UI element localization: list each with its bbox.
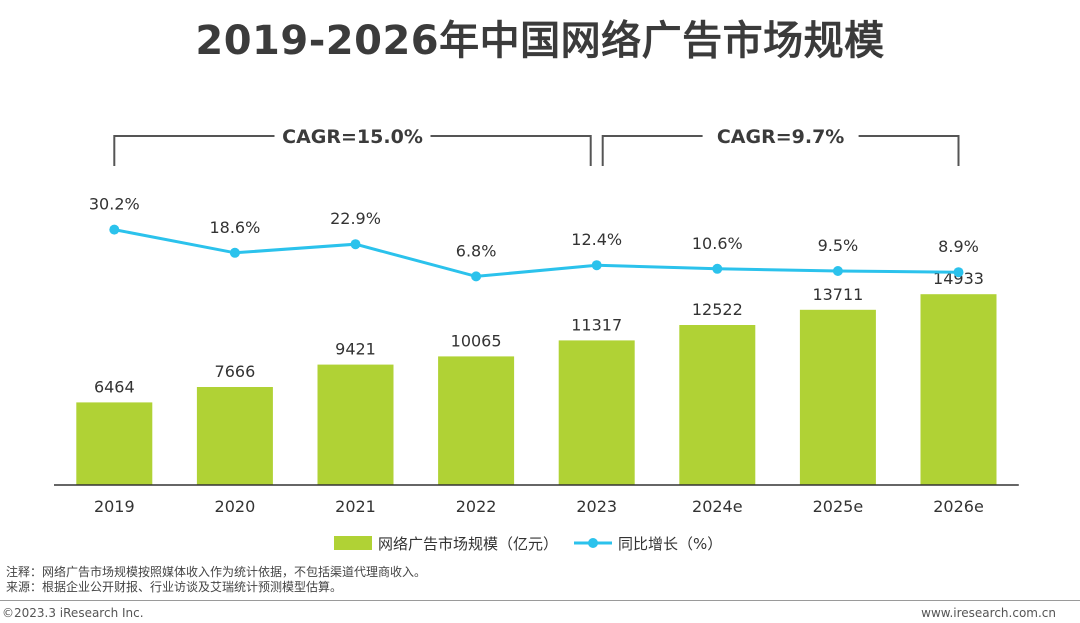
growth-value-label: 30.2%	[89, 195, 140, 214]
growth-point-2019	[109, 224, 120, 235]
growth-point-2020	[229, 247, 240, 258]
growth-value-label: 10.6%	[692, 234, 743, 253]
bar-value-label: 9421	[335, 340, 376, 359]
chart-title: 2019-2026年中国网络广告市场规模	[195, 18, 885, 64]
cagr-label: CAGR=9.7%	[717, 126, 845, 148]
legend-bar-swatch	[334, 536, 372, 550]
chart-source: 来源：根据企业公开财报、行业访谈及艾瑞统计预测模型估算。	[6, 580, 343, 594]
x-tick-label: 2022	[456, 497, 497, 516]
bar-2021	[317, 364, 394, 485]
growth-line	[114, 228, 959, 278]
x-tick-label: 2023	[576, 497, 617, 516]
growth-point-2024e	[712, 263, 723, 274]
cagr-bracket	[113, 135, 592, 166]
bar-2019	[76, 402, 153, 485]
bar-2023	[558, 340, 635, 485]
bar-2020	[196, 387, 273, 485]
chart: CAGR=15.0% CAGR=9.7% 6464 7666 9421 10065 113…	[54, 126, 1019, 553]
growth-value-label: 18.6%	[209, 218, 260, 237]
growth-value-label: 8.9%	[938, 237, 979, 256]
growth-point-2023	[591, 260, 602, 271]
footer-website: www.iresearch.com.cn	[921, 606, 1056, 620]
growth-point-2025e	[832, 266, 843, 276]
cagr-label: CAGR=15.0%	[282, 126, 423, 148]
growth-point-2022	[471, 271, 482, 282]
footer-divider	[0, 600, 1080, 601]
cagr-brackets: CAGR=15.0% CAGR=9.7%	[113, 126, 960, 166]
bar-value-label: 6464	[94, 377, 135, 396]
bar-value-label: 7666	[215, 362, 256, 381]
legend-line-marker	[588, 538, 598, 548]
bar-value-label: 13711	[812, 285, 863, 304]
x-tick-label: 2024e	[692, 497, 743, 516]
chart-note: 注释：网络广告市场规模按照媒体收入作为统计依据，不包括渠道代理商收入。	[6, 565, 427, 579]
x-tick-label: 2025e	[813, 497, 864, 516]
x-tick-label: 2026e	[933, 497, 984, 516]
footer-copyright: ©2023.3 iResearch Inc.	[2, 606, 144, 620]
growth-value-label: 6.8%	[456, 241, 497, 260]
legend: 网络广告市场规模（亿元） 同比增长（%）	[334, 535, 722, 553]
growth-value-label: 22.9%	[330, 209, 381, 228]
cagr-bracket	[601, 135, 960, 166]
growth-point-2026e	[953, 267, 964, 278]
growth-value-label: 9.5%	[818, 236, 859, 255]
growth-value-label: 12.4%	[571, 230, 622, 249]
bar-value-label: 10065	[451, 331, 502, 350]
x-tick-label: 2021	[335, 497, 376, 516]
line-series: 30.2% 18.6% 22.9% 6.8% 12.4% 10.6% 9.5% 8.9%	[89, 195, 979, 282]
bar-value-label: 11317	[571, 315, 622, 334]
bar-2024e	[679, 325, 756, 485]
x-tick-label: 2019	[94, 497, 135, 516]
x-tick-labels: 2019 2020 2021 2022 2023 2024e 2025e 2026e	[94, 497, 984, 516]
x-tick-label: 2020	[215, 497, 256, 516]
legend-bar-label: 网络广告市场规模（亿元）	[378, 535, 558, 553]
growth-point-2021	[350, 239, 361, 250]
bar-value-label: 14933	[933, 269, 984, 288]
bar-2025e	[799, 309, 876, 485]
bar-value-label: 12522	[692, 300, 743, 319]
bar-series: 6464 7666 9421 10065 11317 12522 13711 14933	[76, 269, 997, 485]
bar-2022	[438, 356, 515, 485]
bar-2026e	[920, 294, 997, 485]
legend-line-label: 同比增长（%）	[618, 535, 722, 553]
